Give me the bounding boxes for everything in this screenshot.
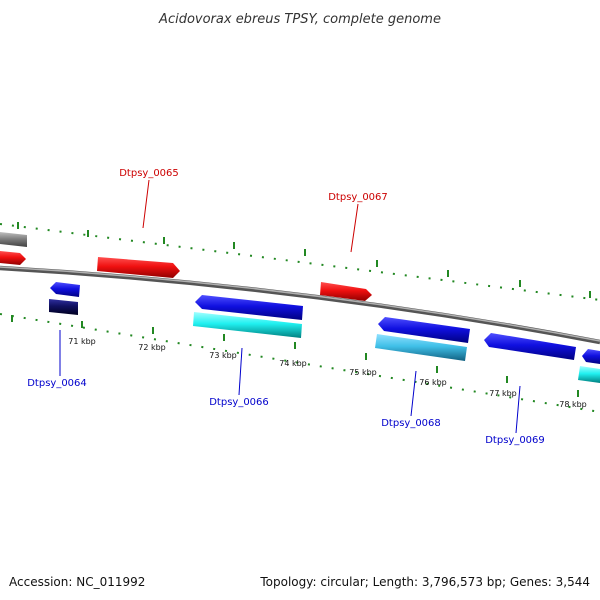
gene-label-dtpsy-0068: Dtpsy_0068 (381, 418, 441, 429)
gene-label-dtpsy-0064: Dtpsy_0064 (27, 378, 87, 389)
grey-gene-block[interactable] (0, 232, 27, 247)
accession-text: Accession: NC_011992 (9, 575, 145, 589)
gene-arrow-dtpsy-0067[interactable] (320, 282, 372, 301)
inner-tick-ring (0, 313, 600, 413)
gene-arrow-0063[interactable] (0, 251, 26, 265)
gene-label-dtpsy-0065: Dtpsy_0065 (119, 168, 179, 179)
kbp-label-78: 78 kbp (559, 400, 587, 409)
gene-block-0070-cds[interactable] (578, 366, 600, 383)
gene-block-dtpsy-0064-cds[interactable] (49, 299, 78, 315)
kbp-label-76: 76 kbp (419, 378, 447, 387)
gene-arrow-dtpsy-0066[interactable] (195, 295, 303, 320)
gene-label-dtpsy-0067: Dtpsy_0067 (328, 192, 388, 203)
genome-summary-text: Topology: circular; Length: 3,796,573 bp… (259, 575, 590, 589)
gene-label-dtpsy-0066: Dtpsy_0066 (209, 397, 269, 408)
label-leaders (59, 179, 521, 434)
gene-arrow-dtpsy-0065[interactable] (97, 257, 180, 278)
gene-block-dtpsy-0066-cds[interactable] (193, 312, 302, 338)
kbp-label-74: 74 kbp (279, 359, 307, 368)
kbp-label-72: 72 kbp (138, 343, 166, 352)
gene-arrow-dtpsy-0064[interactable] (50, 282, 80, 297)
kbp-label-77: 77 kbp (489, 389, 517, 398)
gene-arrow-0070[interactable] (582, 349, 600, 364)
gene-label-dtpsy-0069: Dtpsy_0069 (485, 435, 545, 446)
genome-backbone (0, 265, 600, 345)
gene-arrow-dtpsy-0068[interactable] (378, 317, 470, 343)
map-title: Acidovorax ebreus TPSY, complete genome (158, 12, 441, 27)
kbp-label-75: 75 kbp (349, 368, 377, 377)
gene-arrow-dtpsy-0069[interactable] (484, 333, 576, 360)
kbp-label-73: 73 kbp (209, 351, 237, 360)
kbp-label-71: 71 kbp (68, 337, 96, 346)
gene-block-dtpsy-0068-cds[interactable] (375, 334, 467, 361)
outer-tick-ring (0, 222, 600, 301)
